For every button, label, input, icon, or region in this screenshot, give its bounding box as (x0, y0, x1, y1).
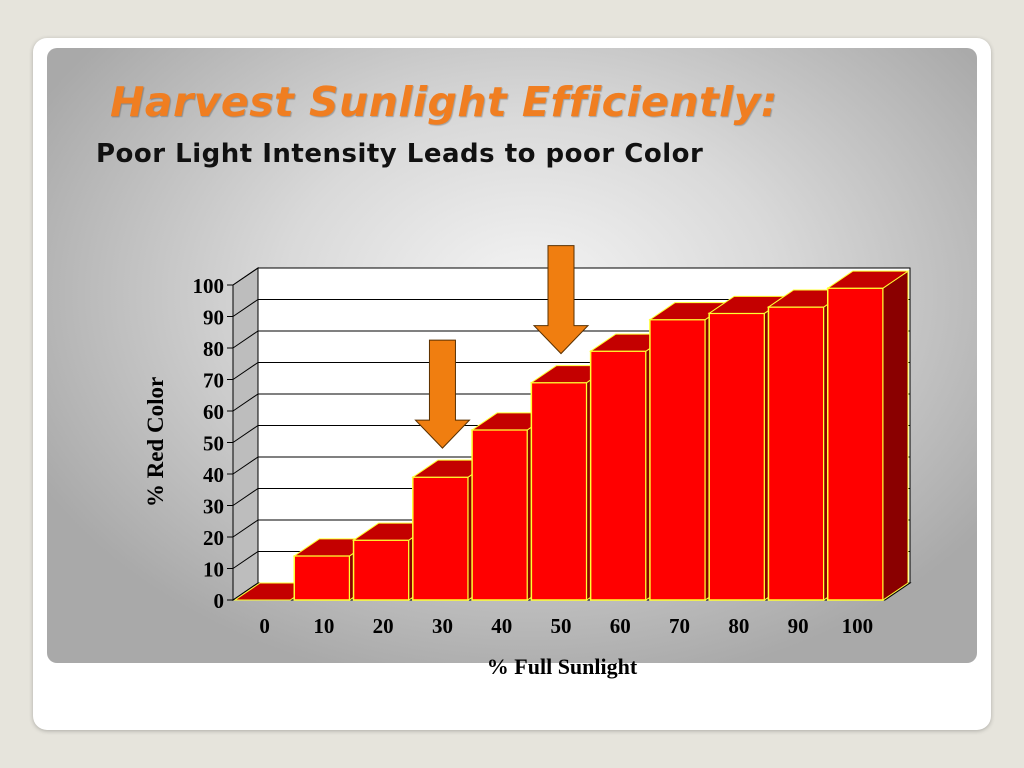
down-arrow-icon (414, 339, 471, 449)
slide-title: Harvest Sunlight Efficiently: (110, 78, 778, 126)
bar-side (882, 270, 909, 601)
x-axis-title: % Full Sunlight (487, 654, 638, 679)
chart-arrows (414, 245, 590, 449)
slide-subtitle: Poor Light Intensity Leads to poor Color (96, 139, 704, 169)
y-tick-label: 90 (203, 306, 224, 330)
bar (293, 555, 351, 601)
y-tick-label: 80 (203, 337, 224, 361)
bar (471, 429, 529, 601)
down-arrow-icon (532, 245, 590, 355)
gridline (232, 299, 910, 317)
bar (649, 318, 706, 601)
chart-bars: 0 10 20 30 40 50 60 70 80 90 100 (233, 270, 910, 638)
x-tick-label: 20 (373, 614, 394, 638)
gridline (232, 267, 910, 286)
bar (530, 381, 588, 601)
chart-labels: % Red Color % Full Sunlight (143, 377, 638, 679)
x-tick-label: 60 (610, 614, 631, 638)
x-tick-label: 50 (551, 614, 572, 638)
bar (589, 350, 647, 601)
bar (708, 312, 766, 601)
x-tick-label: 10 (313, 614, 334, 638)
bar (826, 287, 884, 601)
x-tick-label: 40 (491, 614, 512, 638)
bar-top (826, 270, 910, 289)
x-tick-label: 70 (669, 614, 690, 638)
bar (352, 539, 410, 601)
y-tick-label: 30 (203, 495, 224, 519)
bar (767, 306, 825, 601)
y-tick-label: 10 (203, 558, 224, 582)
x-tick-label: 80 (728, 614, 749, 638)
y-tick-label: 100 (193, 274, 225, 298)
x-tick-label: 0 (259, 614, 270, 638)
x-tick-label: 30 (432, 614, 453, 638)
bar (412, 476, 469, 601)
y-tick-label: 40 (203, 463, 224, 487)
y-tick-label: 20 (203, 526, 224, 550)
y-tick-label: 60 (203, 400, 224, 424)
y-tick-label: 70 (203, 369, 224, 393)
x-tick-label: 90 (788, 614, 809, 638)
y-axis-title: % Red Color (143, 377, 168, 507)
y-tick-label: 50 (203, 432, 224, 456)
x-tick-label: 100 (842, 614, 874, 638)
y-tick-label: 0 (214, 589, 225, 613)
